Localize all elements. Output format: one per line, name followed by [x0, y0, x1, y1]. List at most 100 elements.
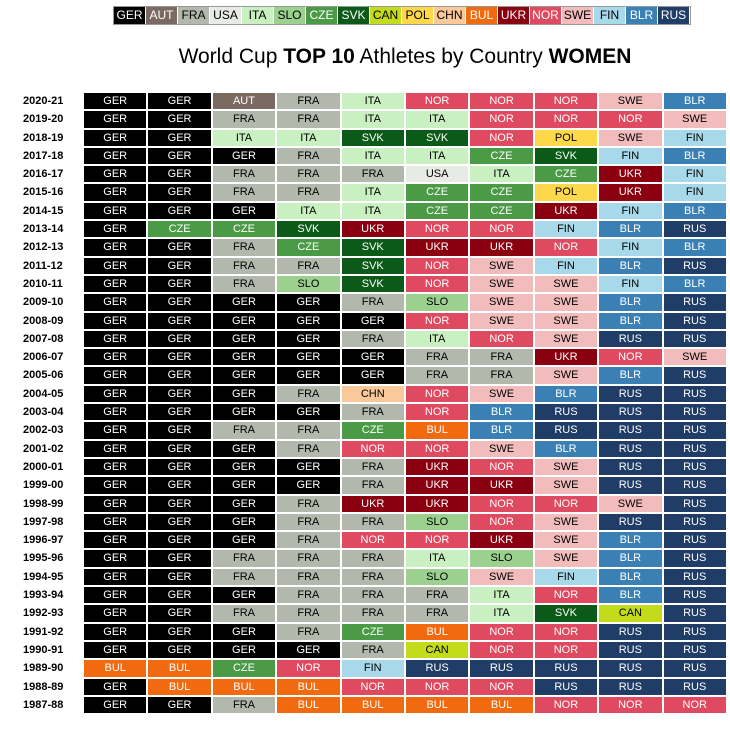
athlete-cell: GER	[147, 604, 212, 623]
athlete-cell: FRA	[211, 183, 277, 202]
athlete-cell: FRA	[276, 622, 341, 641]
athlete-cell: GER	[147, 494, 212, 513]
season-row: 2014-15 GER GER GER ITA ITA CZE CZE UKR FIN BLR	[0, 201, 727, 221]
athlete-cell: SWE	[469, 439, 534, 458]
athlete-cell: NOR	[533, 622, 599, 641]
athlete-cell: FRA	[211, 256, 277, 275]
season-label: 1997-98	[23, 515, 64, 528]
legend-item-nor: NOR	[530, 7, 562, 24]
season-row: 1991-92 GER GER GER FRA CZE BUL NOR NOR RUS RUS	[0, 622, 727, 641]
athlete-cell: GER	[147, 695, 212, 715]
athlete-cell: GER	[211, 622, 277, 641]
athlete-cell: FRA	[469, 366, 534, 385]
athlete-cell: ITA	[276, 128, 341, 147]
athlete-cell: FRA	[404, 586, 470, 605]
athlete-cell: CZE	[340, 421, 405, 440]
athlete-cell: BLR	[598, 256, 663, 275]
season-label: 2011-12	[23, 259, 63, 272]
athlete-cell: RUS	[662, 384, 727, 404]
athlete-cell: UKR	[598, 165, 663, 184]
athlete-cell: RUS	[662, 457, 727, 477]
athlete-cell: GER	[276, 366, 341, 385]
athlete-cell: FRA	[276, 110, 341, 129]
athlete-cell: UKR	[533, 201, 599, 221]
athlete-cell: FIN	[662, 128, 727, 147]
athlete-cell: GER	[147, 110, 212, 129]
athlete-cell: GER	[83, 146, 148, 166]
season-row: 2010-11 GER GER FRA SLO SVK NOR SWE SWE FIN BLR	[0, 274, 727, 294]
athlete-cell: SWE	[469, 311, 534, 330]
legend-item-cze: CZE	[306, 7, 338, 24]
athlete-cell: RUS	[662, 256, 727, 275]
athlete-cell: GER	[83, 384, 148, 404]
athlete-cell: SLO	[276, 274, 341, 294]
season-row: 1990-91 GER GER GER GER FRA CAN NOR NOR RUS RUS	[0, 640, 727, 660]
athlete-cell: GER	[83, 476, 148, 495]
season-label: 2009-10	[23, 296, 64, 309]
athlete-cell: ITA	[469, 604, 534, 623]
athlete-cell: FRA	[276, 494, 341, 513]
athlete-cell: ITA	[340, 201, 405, 221]
athlete-cell: GER	[211, 293, 277, 312]
athlete-cell: SVK	[533, 604, 599, 623]
athlete-cell: RUS	[404, 659, 470, 678]
athlete-cell: RUS	[662, 439, 727, 458]
athlete-cell: CZE	[469, 146, 534, 166]
athlete-cell: SVK	[340, 128, 405, 147]
athlete-cell: SWE	[533, 531, 599, 550]
athlete-cell: RUS	[662, 366, 727, 385]
athlete-cell: ITA	[404, 329, 470, 349]
athlete-cell: POL	[533, 128, 599, 147]
athlete-cell: NOR	[404, 677, 470, 696]
athlete-cell: NOR	[533, 238, 599, 257]
athlete-cell: FRA	[276, 146, 341, 166]
athlete-cell: BLR	[469, 403, 534, 422]
athlete-cell: SWE	[533, 457, 599, 477]
season-label: 2013-14	[23, 223, 64, 236]
season-label: 1996-97	[23, 534, 64, 547]
legend-item-usa: USA	[210, 7, 242, 24]
athlete-cell: FRA	[276, 439, 341, 458]
athlete-cell: GER	[83, 531, 148, 550]
athlete-cell: GER	[147, 512, 212, 532]
athlete-cell: UKR	[469, 238, 534, 257]
athlete-cell: GER	[147, 293, 212, 312]
athlete-cell: NOR	[469, 640, 534, 660]
athlete-cell: SWE	[662, 348, 727, 367]
athlete-cell: BUL	[211, 677, 277, 696]
season-label: 2007-08	[23, 332, 64, 345]
season-label: 2014-15	[23, 204, 64, 217]
athlete-cell: FRA	[404, 366, 470, 385]
athlete-cell: GER	[211, 403, 277, 422]
athlete-cell: FRA	[340, 476, 405, 495]
athlete-cell: USA	[404, 165, 470, 184]
legend: GER AUT FRA USA ITA SLO CZE SVK CAN POL CHN BUL UKR N…	[113, 6, 691, 25]
athlete-cell: BUL	[147, 677, 212, 696]
season-label: 1999-00	[23, 479, 64, 492]
athlete-cell: RUS	[662, 476, 727, 495]
athlete-cell: GER	[147, 622, 212, 641]
athlete-cell: UKR	[533, 348, 599, 367]
athlete-cell: GER	[83, 604, 148, 623]
athlete-cell: SWE	[469, 293, 534, 312]
season-label: 1998-99	[23, 497, 64, 510]
athlete-cell: GER	[83, 421, 148, 440]
athlete-cell: GER	[147, 256, 212, 275]
athlete-cell: FRA	[340, 604, 405, 623]
legend-item-chn: CHN	[434, 7, 466, 24]
title-bold-top10: TOP 10	[283, 45, 355, 68]
athlete-cell: GER	[147, 183, 212, 202]
athlete-cell: GER	[340, 348, 405, 367]
athlete-cell: FIN	[598, 238, 663, 257]
athlete-cell: FIN	[533, 567, 599, 587]
athlete-cell: FRA	[211, 238, 277, 257]
athlete-cell: SVK	[340, 256, 405, 275]
athlete-cell: RUS	[598, 622, 663, 641]
legend-item-bul: BUL	[466, 7, 498, 24]
season-label: 2003-04	[23, 406, 64, 419]
athlete-cell: RUS	[662, 512, 727, 532]
athlete-cell: UKR	[469, 476, 534, 495]
athlete-cell: FRA	[211, 421, 277, 440]
athlete-cell: GER	[147, 201, 212, 221]
athlete-cell: SLO	[469, 549, 534, 568]
